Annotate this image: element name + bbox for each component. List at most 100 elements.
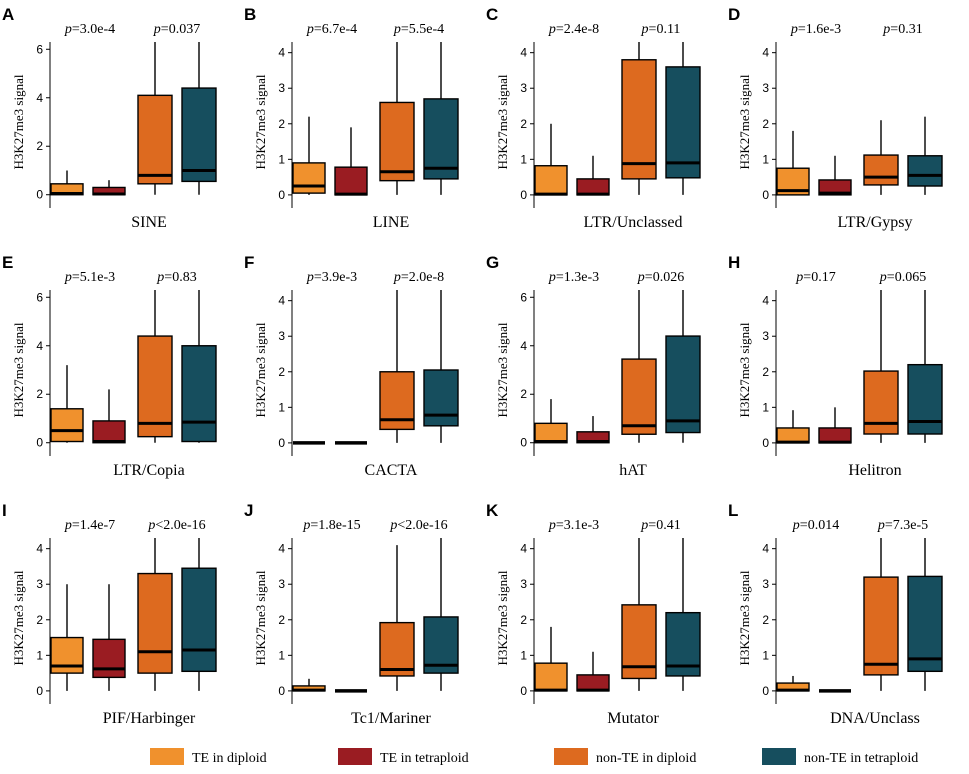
panel-A: Ap=3.0e-4 p=0.037 H3K27me3 signal 0 2 4 6 SINE <box>2 5 217 231</box>
box-3 <box>907 116 943 195</box>
y-tick-label: 1 <box>278 152 285 166</box>
panel-letter: K <box>486 501 499 520</box>
box-2 <box>137 290 173 443</box>
box-body <box>907 363 943 435</box>
y-tick-label: 2 <box>36 387 43 401</box>
p-value-label: p=0.11 <box>641 22 681 37</box>
box-2 <box>621 538 657 691</box>
box-2 <box>137 538 173 691</box>
y-tick-label: 1 <box>520 152 527 166</box>
legend-item: TE in diploid <box>150 748 267 766</box>
box-body <box>621 358 657 435</box>
y-axis-label: H3K27me3 signal <box>253 322 268 417</box>
box-body <box>863 576 899 676</box>
x-axis-label: DNA/Unclass <box>830 710 920 727</box>
p-value-label: p=0.014 <box>792 518 839 533</box>
y-axis-label: H3K27me3 signal <box>495 570 510 665</box>
y-tick-label: 0 <box>520 188 527 202</box>
y-tick-label: 1 <box>520 648 527 662</box>
y-axis-label: H3K27me3 signal <box>737 322 752 417</box>
p-value-label: p=0.037 <box>153 22 200 37</box>
panel-H: Hp=0.17 p=0.065 H3K27me3 signal 0 1 2 3 4 Helitr… <box>728 253 943 479</box>
y-tick-label: 3 <box>36 577 43 591</box>
box-0 <box>534 399 568 444</box>
y-tick-label: 0 <box>278 188 285 202</box>
p-value-label: p=5.5e-4 <box>393 22 444 37</box>
y-tick-label: 0 <box>278 684 285 698</box>
x-axis-label: PIF/Harbinger <box>103 710 196 727</box>
y-tick-label: 2 <box>278 117 285 131</box>
box-body <box>907 575 943 673</box>
box-body <box>92 420 126 444</box>
x-axis-label: LTR/Gypsy <box>838 214 913 231</box>
p-value-label: p=5.1e-3 <box>64 270 115 285</box>
box-3 <box>181 538 217 691</box>
legend-label: TE in tetraploid <box>380 751 469 766</box>
p-value-label: p=0.41 <box>640 518 680 533</box>
y-tick-label: 2 <box>762 117 769 131</box>
box-1 <box>576 416 610 444</box>
box-body <box>576 674 610 692</box>
box-body <box>863 154 899 186</box>
box-2 <box>863 290 899 443</box>
box-body <box>292 162 326 194</box>
y-tick-label: 0 <box>36 436 43 450</box>
y-tick-label: 4 <box>762 542 769 556</box>
box-2 <box>379 545 415 691</box>
box-body <box>181 567 217 673</box>
panel-letter: E <box>2 253 13 272</box>
panel-letter: D <box>728 5 740 24</box>
box-body <box>423 369 459 427</box>
box-2 <box>863 538 899 691</box>
legend-item: non-TE in tetraploid <box>762 748 918 766</box>
legend-label: non-TE in tetraploid <box>804 751 918 766</box>
box-body <box>665 66 701 179</box>
y-tick-label: 4 <box>762 294 769 308</box>
y-tick-label: 2 <box>762 613 769 627</box>
y-tick-label: 0 <box>36 684 43 698</box>
box-body <box>534 662 568 692</box>
box-3 <box>423 538 459 691</box>
y-tick-label: 4 <box>278 294 285 308</box>
y-tick-label: 1 <box>36 648 43 662</box>
box-3 <box>181 42 217 195</box>
box-1 <box>92 584 126 691</box>
y-tick-label: 2 <box>278 613 285 627</box>
y-tick-label: 4 <box>278 542 285 556</box>
box-0 <box>292 678 326 692</box>
y-tick-label: 2 <box>520 387 527 401</box>
box-body <box>334 166 368 196</box>
p-value-label: p=7.3e-5 <box>877 518 928 533</box>
panel-letter: C <box>486 5 498 24</box>
y-tick-label: 0 <box>762 188 769 202</box>
panel-letter: J <box>244 501 253 520</box>
panel-C: Cp=2.4e-8 p=0.11 H3K27me3 signal 0 1 2 3 4 LTR/U… <box>486 5 701 231</box>
p-value-label: p=3.0e-4 <box>64 22 115 37</box>
panel-J: Jp=1.8e-15 p<2.0e-16 H3K27me3 signal 0 1 2 3 4 T… <box>244 501 459 727</box>
box-3 <box>665 290 701 443</box>
p-value-label: p=1.6e-3 <box>790 22 841 37</box>
box-1 <box>576 155 610 196</box>
p-value-label: p=6.7e-4 <box>306 22 357 37</box>
box-body <box>907 155 943 187</box>
y-tick-label: 0 <box>36 188 43 202</box>
y-tick-label: 2 <box>762 365 769 379</box>
box-0 <box>534 123 568 196</box>
p-value-label: p=1.8e-15 <box>302 518 360 533</box>
y-tick-label: 3 <box>278 81 285 95</box>
box-body <box>379 101 415 182</box>
y-tick-label: 4 <box>278 46 285 60</box>
y-axis-label: H3K27me3 signal <box>495 74 510 169</box>
p-value-label: p=0.83 <box>156 270 196 285</box>
y-tick-label: 3 <box>520 81 527 95</box>
legend-swatch <box>150 748 184 765</box>
y-tick-label: 0 <box>762 684 769 698</box>
p-value-label: p=2.4e-8 <box>548 22 599 37</box>
box-body <box>423 98 459 180</box>
p-value-label: p=0.31 <box>882 22 922 37</box>
box-body <box>379 621 415 677</box>
y-tick-label: 0 <box>520 436 527 450</box>
y-tick-label: 3 <box>278 329 285 343</box>
y-axis-label: H3K27me3 signal <box>11 74 26 169</box>
